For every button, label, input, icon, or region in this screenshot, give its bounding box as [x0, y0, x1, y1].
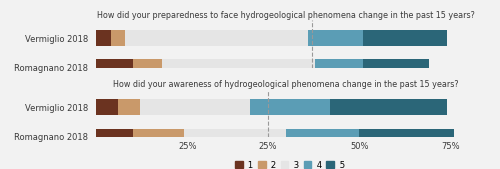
Title: How did your preparedness to face hydrogeological phenomena change in the past 1: How did your preparedness to face hydrog…	[98, 10, 475, 19]
Bar	[96, 99, 118, 115]
Bar	[286, 129, 360, 145]
Bar	[250, 99, 330, 115]
Bar	[96, 59, 132, 76]
Bar	[330, 99, 447, 115]
Bar	[111, 30, 126, 46]
Title: How did your awareness of hydrogeological phenomena change in the past 15 years?: How did your awareness of hydrogeologica…	[114, 80, 459, 89]
Bar	[132, 59, 162, 76]
Bar	[308, 30, 363, 46]
Bar	[140, 99, 250, 115]
Bar	[126, 30, 308, 46]
Bar	[363, 59, 429, 76]
Bar	[162, 59, 316, 76]
Bar	[96, 129, 132, 145]
Bar	[316, 59, 363, 76]
Bar	[184, 129, 286, 145]
Legend:  1,  2,  3,  4,  5: 1, 2, 3, 4, 5	[232, 157, 348, 169]
Bar	[132, 129, 184, 145]
Bar	[118, 99, 140, 115]
Bar	[96, 30, 111, 46]
Bar	[360, 129, 454, 145]
Bar	[363, 30, 447, 46]
